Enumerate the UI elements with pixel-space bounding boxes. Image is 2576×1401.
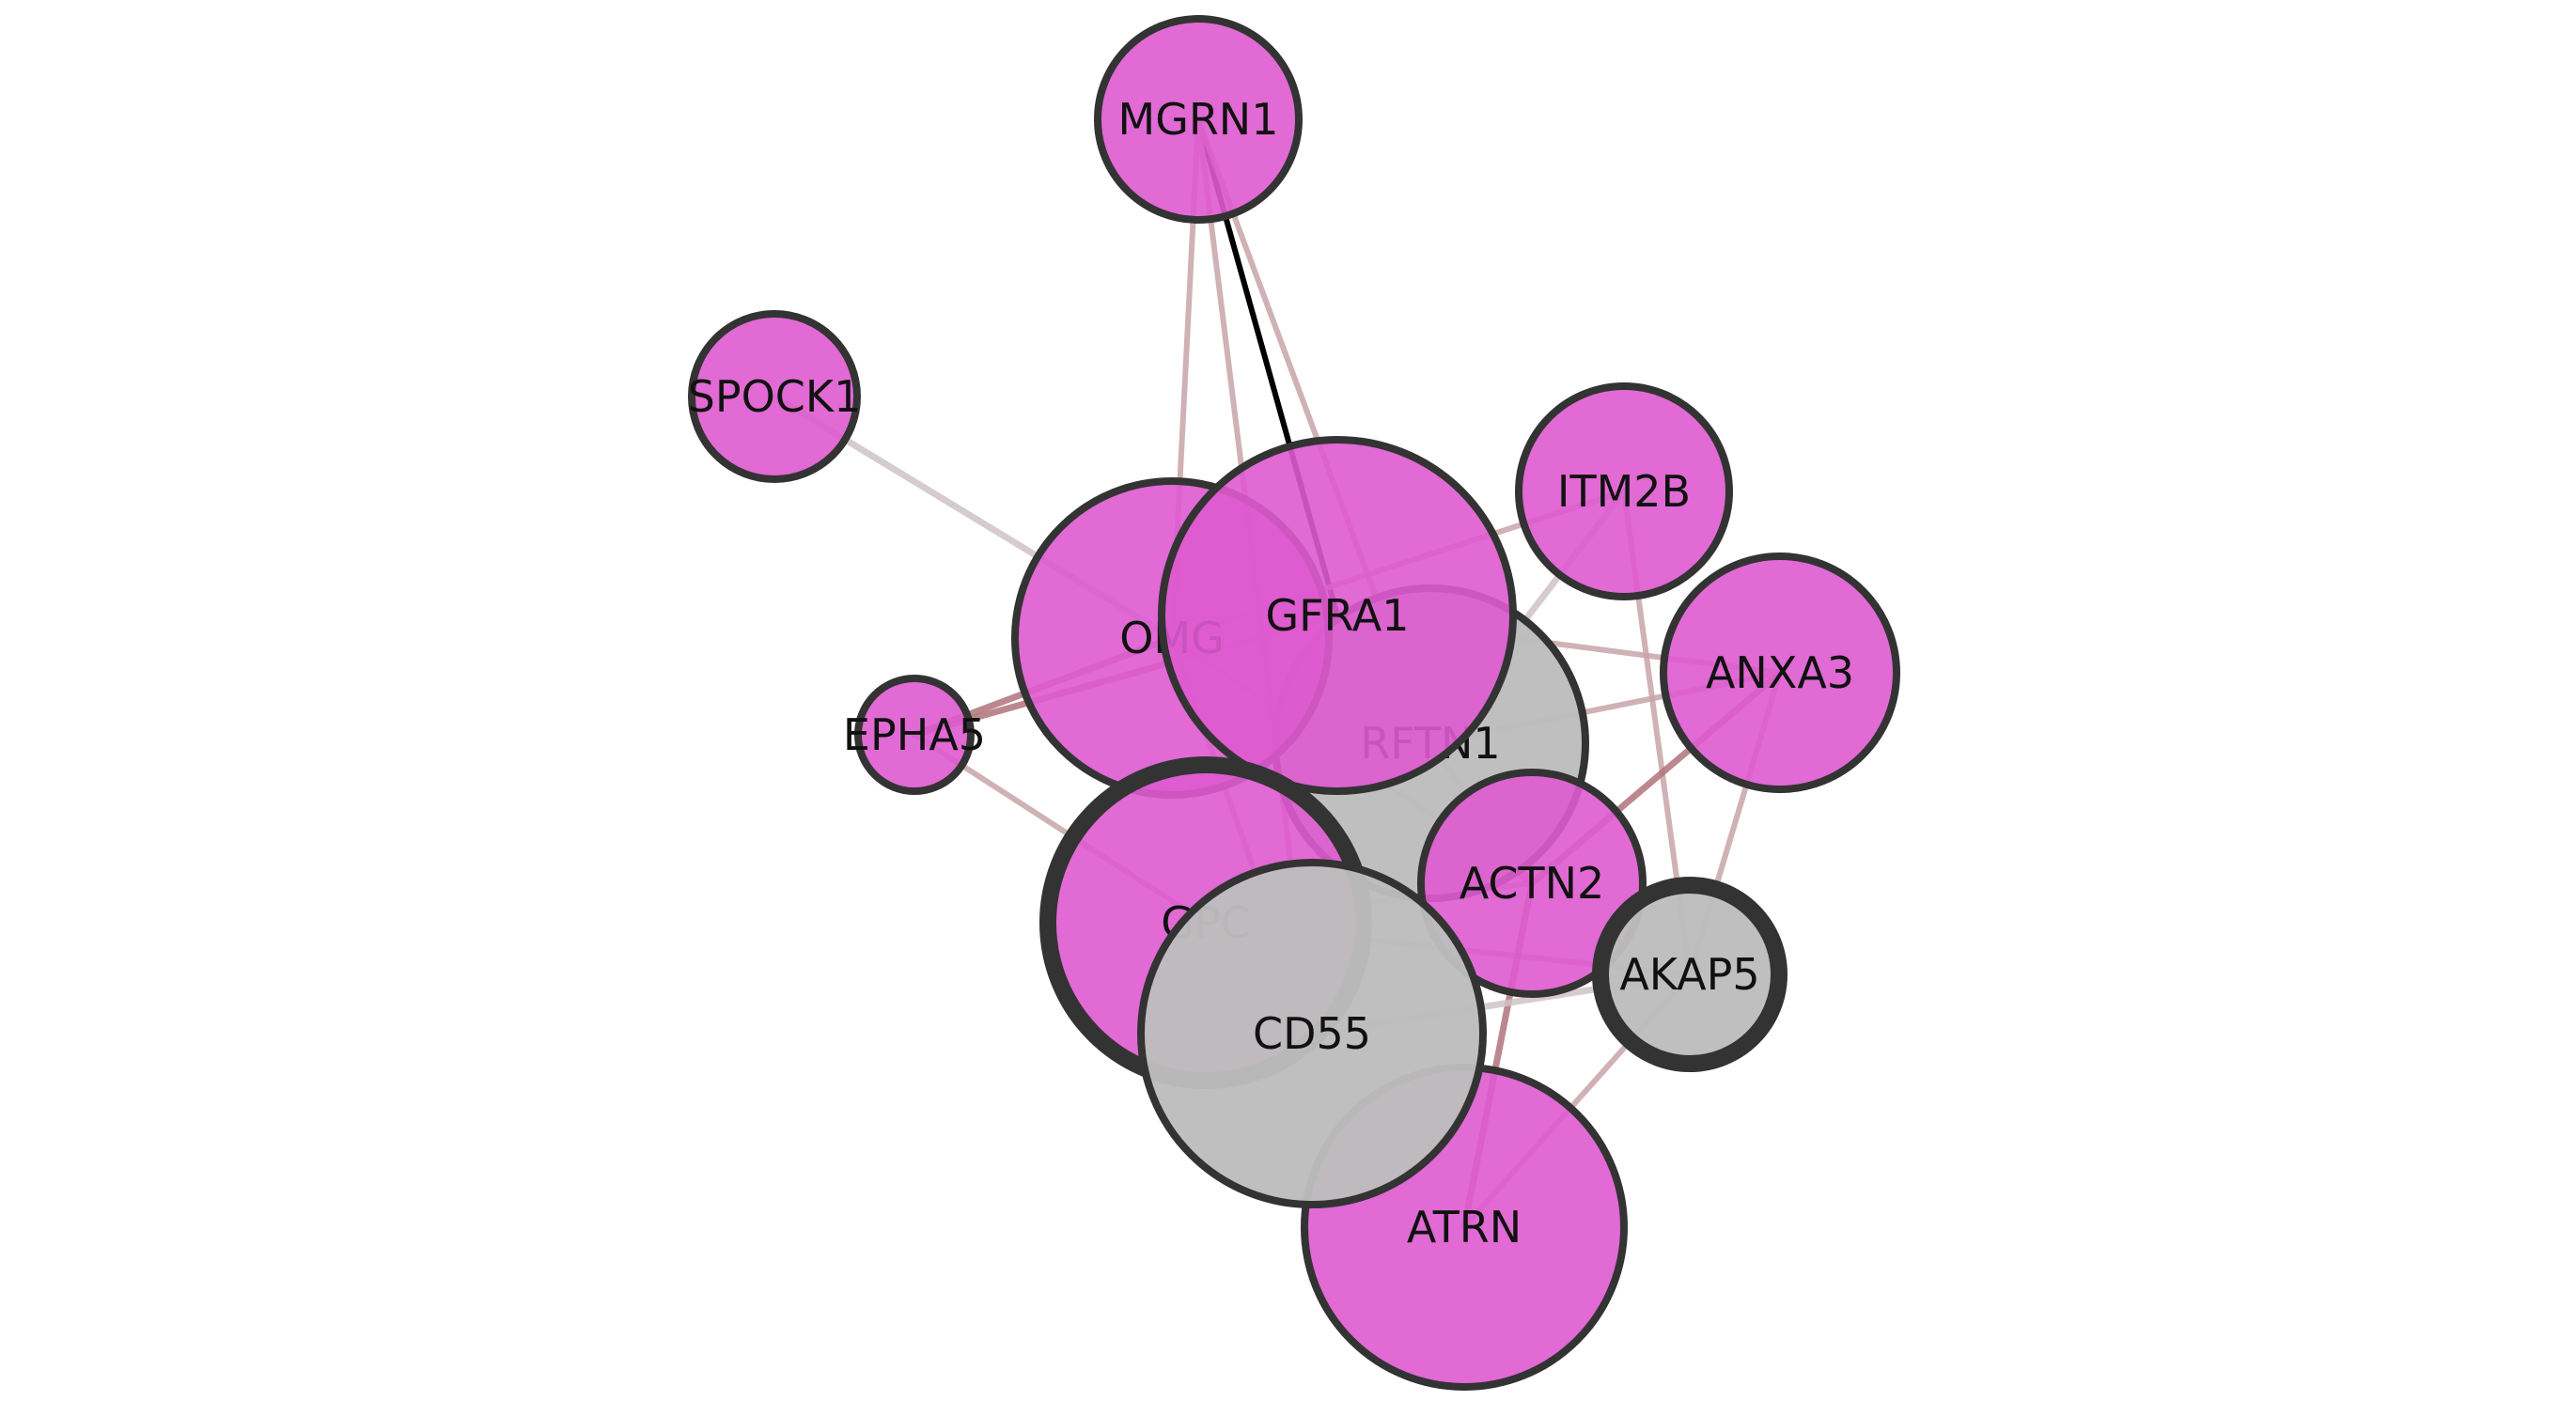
node-mgrn1[interactable]: MGRN1 [1098, 19, 1299, 220]
node-label-mgrn1: MGRN1 [1118, 94, 1279, 145]
node-cd55[interactable]: CD55 [1141, 863, 1483, 1205]
node-itm2b[interactable]: ITM2B [1519, 386, 1729, 597]
node-anxa3[interactable]: ANXA3 [1663, 556, 1897, 789]
node-epha5[interactable]: EPHA5 [843, 678, 986, 791]
node-label-itm2b: ITM2B [1557, 466, 1691, 517]
node-label-atrn: ATRN [1407, 1202, 1522, 1253]
node-gfra1[interactable]: GFRA1 [1162, 440, 1513, 791]
node-layer: MGRN1SPOCK1EPHA5ITM2BANXA3RFTN1OMGGFRA1G… [688, 19, 1897, 1387]
node-akap5[interactable]: AKAP5 [1600, 885, 1779, 1064]
node-label-spock1: SPOCK1 [688, 371, 862, 422]
node-label-cd55: CD55 [1253, 1008, 1371, 1059]
node-label-gfra1: GFRA1 [1266, 590, 1410, 641]
node-label-akap5: AKAP5 [1619, 949, 1759, 1000]
node-label-anxa3: ANXA3 [1706, 647, 1854, 698]
node-label-actn2: ACTN2 [1460, 858, 1605, 909]
node-label-epha5: EPHA5 [843, 709, 986, 760]
node-spock1[interactable]: SPOCK1 [688, 314, 862, 479]
